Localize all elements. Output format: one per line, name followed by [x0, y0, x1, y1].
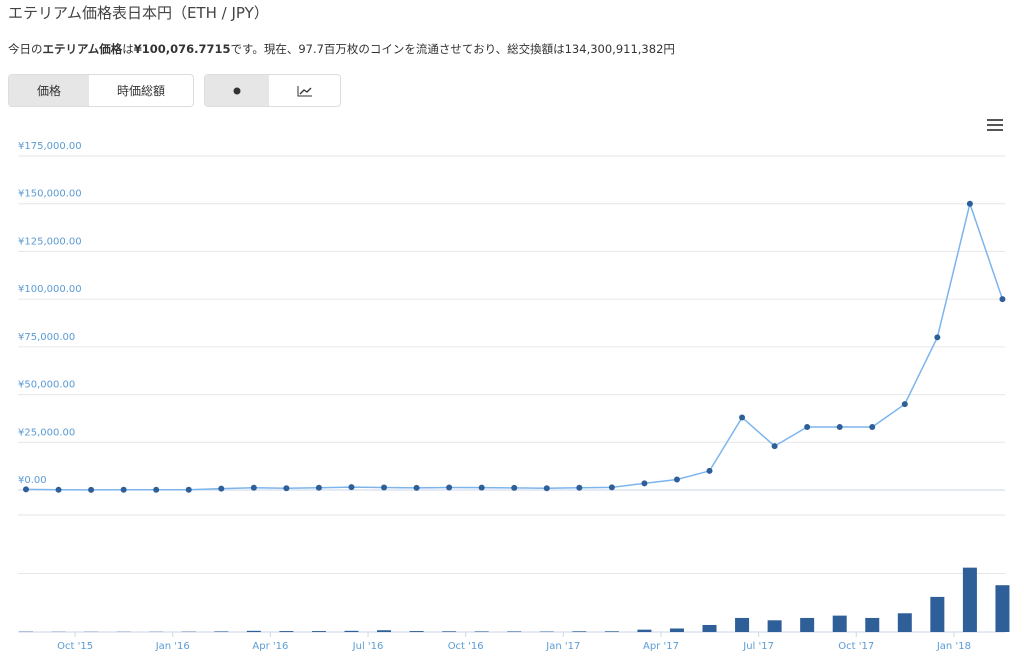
volume-bar	[865, 617, 880, 632]
price-point	[543, 485, 550, 492]
y-tick-label: ¥75,000.00	[18, 332, 75, 343]
volume-bar	[474, 631, 489, 632]
volume-bar	[442, 631, 457, 632]
volume-bar	[572, 631, 587, 632]
price-point	[23, 486, 29, 493]
price-point	[250, 484, 257, 491]
price-point	[55, 486, 62, 493]
style-toggle	[204, 74, 341, 107]
volume-bar	[702, 624, 717, 632]
x-tick-label: Jul '16	[352, 641, 384, 652]
dot-icon	[233, 87, 241, 94]
price-point	[315, 484, 322, 491]
summary-text: は	[122, 42, 134, 56]
volume-bar	[604, 631, 619, 632]
price-point	[120, 486, 127, 493]
volume-bar	[637, 629, 652, 632]
price-point	[673, 476, 680, 483]
volume-bar	[735, 617, 750, 632]
price-point	[804, 424, 811, 431]
page-title: エテリアム価格表日本円（ETH / JPY）	[8, 4, 269, 22]
y-tick-label: ¥50,000.00	[18, 380, 75, 391]
metric-toggle: 価格 時価総額	[8, 74, 194, 107]
volume-bar	[311, 631, 326, 632]
volume-bar	[344, 630, 359, 632]
price-point	[283, 485, 290, 492]
volume-bar	[279, 631, 294, 632]
price-point	[901, 401, 908, 408]
x-tick-label: Oct '17	[838, 641, 874, 652]
volume-bar	[800, 617, 815, 632]
price-point	[869, 424, 876, 431]
price-point	[966, 200, 973, 207]
price-point	[641, 480, 648, 487]
price-point	[511, 484, 518, 491]
y-tick-label: ¥25,000.00	[18, 427, 75, 438]
volume-bar	[507, 631, 522, 632]
volume-bar	[246, 630, 261, 632]
price-point	[608, 484, 615, 491]
price-button[interactable]: 価格	[9, 75, 89, 106]
price-point	[446, 484, 453, 491]
y-tick-label: ¥175,000.00	[18, 141, 82, 152]
volume-bar	[897, 613, 912, 632]
price-point	[153, 486, 160, 493]
volume-bar	[930, 596, 945, 632]
line-button[interactable]	[269, 75, 340, 106]
volume-bar	[962, 567, 977, 632]
x-tick-label: Jan '16	[155, 641, 190, 652]
x-tick-label: Jan '18	[936, 641, 971, 652]
summary-price: ¥100,076.7715	[133, 42, 231, 56]
summary-text: 今日の	[8, 42, 43, 56]
price-point	[999, 296, 1006, 303]
price-point	[88, 486, 95, 493]
price-point	[934, 334, 941, 341]
volume-bar	[767, 620, 782, 632]
volume-bar	[995, 585, 1010, 632]
price-point	[348, 484, 355, 491]
dot-button[interactable]	[205, 75, 269, 106]
volume-bar	[669, 628, 684, 632]
x-tick-label: Oct '15	[57, 641, 93, 652]
y-tick-label: ¥100,000.00	[18, 284, 82, 295]
x-tick-label: Apr '16	[252, 641, 288, 652]
x-tick-label: Oct '16	[448, 641, 484, 652]
price-point	[771, 443, 778, 450]
volume-bar	[214, 631, 229, 632]
price-point	[739, 414, 746, 421]
volume-bar	[409, 631, 424, 632]
x-tick-label: Jan '17	[545, 641, 580, 652]
volume-bar	[377, 630, 392, 632]
line-icon	[297, 85, 312, 96]
price-point	[218, 485, 225, 492]
y-tick-label: ¥125,000.00	[18, 236, 82, 247]
price-point	[478, 484, 485, 491]
y-tick-label: ¥0.00	[18, 475, 47, 486]
x-tick-label: Apr '17	[643, 641, 679, 652]
summary: 今日のエテリアム価格は¥100,076.7715です。現在、97.7百万枚のコイ…	[8, 41, 675, 57]
market-cap-button[interactable]: 時価総額	[116, 84, 165, 98]
price-point	[185, 486, 192, 493]
price-point	[413, 484, 420, 491]
x-tick-label: Jul '17	[742, 641, 774, 652]
price-point	[381, 484, 388, 491]
price-point	[706, 467, 713, 474]
price-point	[836, 424, 843, 431]
volume-bar	[832, 615, 847, 632]
summary-text: です。現在、97.7百万枚のコインを流通させており、総交換額は134,300,9…	[230, 42, 675, 56]
summary-text: エテリアム価格	[42, 42, 123, 56]
menu-icon[interactable]	[987, 119, 1003, 131]
y-tick-label: ¥150,000.00	[18, 189, 82, 200]
price-point	[576, 484, 583, 491]
